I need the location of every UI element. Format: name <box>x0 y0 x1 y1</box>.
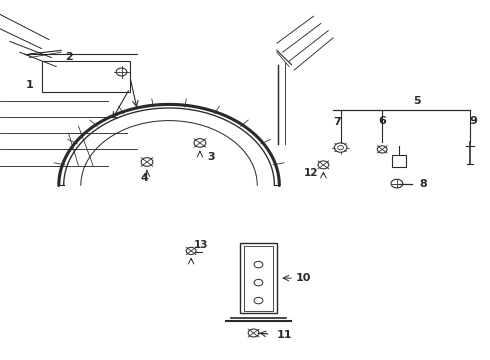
Text: 12: 12 <box>304 168 318 178</box>
Text: 11: 11 <box>276 330 292 340</box>
Text: 8: 8 <box>419 179 427 189</box>
Bar <box>42 61 130 92</box>
Text: 4: 4 <box>141 173 148 183</box>
Text: 7: 7 <box>333 117 341 127</box>
Text: 2: 2 <box>65 51 73 62</box>
Text: 10: 10 <box>296 273 312 283</box>
Text: 1: 1 <box>25 80 33 90</box>
Bar <box>240 243 277 313</box>
Text: 6: 6 <box>378 116 386 126</box>
Bar <box>244 246 273 311</box>
Text: 9: 9 <box>469 116 477 126</box>
Bar <box>392 155 406 167</box>
Text: 13: 13 <box>194 240 208 250</box>
Text: 3: 3 <box>207 152 215 162</box>
Text: 5: 5 <box>413 96 420 106</box>
